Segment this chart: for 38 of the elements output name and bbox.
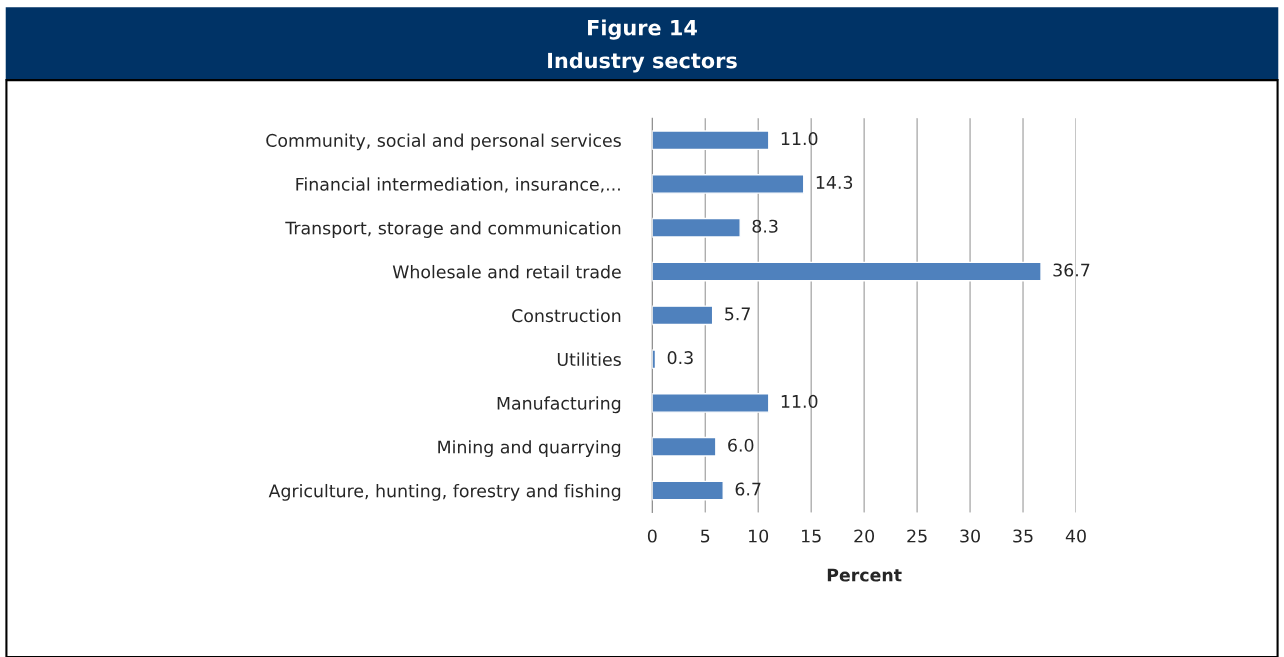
x-tick-label: 30 <box>960 529 980 543</box>
chart-subtitle: Industry sectors <box>548 52 737 73</box>
y-tick-label: Transport, storage and communication <box>285 221 621 238</box>
y-tick-label: Manufacturing <box>497 396 621 414</box>
x-axis-title: Percent <box>827 568 902 582</box>
y-tick-label: Agriculture, hunting, forestry and fishing <box>268 483 621 501</box>
bar <box>652 480 724 501</box>
y-tick-label: Utilities <box>557 352 621 366</box>
bar <box>652 261 1042 282</box>
x-tick-label: 35 <box>1013 529 1033 543</box>
data-label: 8.3 <box>752 219 778 233</box>
data-label: 14.3 <box>816 175 853 189</box>
bar <box>652 436 717 457</box>
x-tick-label: 40 <box>1065 529 1086 543</box>
x-tick-label: 25 <box>907 529 927 543</box>
y-tick-label: Mining and quarrying <box>438 440 621 457</box>
bar <box>652 130 770 151</box>
data-label: 6.7 <box>735 482 761 496</box>
y-tick-label: Construction <box>512 308 621 323</box>
data-label: 6.0 <box>728 438 754 452</box>
x-tick-label: 15 <box>802 529 821 543</box>
data-label: 5.7 <box>725 307 750 321</box>
data-label: 11.0 <box>781 394 818 408</box>
bar <box>652 174 805 194</box>
data-label: 36.7 <box>1053 263 1090 277</box>
data-label: 0.3 <box>667 351 693 365</box>
x-tick-label: 10 <box>749 529 769 543</box>
data-label: 11.0 <box>781 132 818 146</box>
x-tick-label: 0 <box>647 529 657 543</box>
bar <box>652 393 770 413</box>
x-tick-label: 20 <box>854 529 875 543</box>
chart-title: Figure 14 <box>588 19 697 40</box>
y-tick-label: Wholesale and retail trade <box>392 264 621 279</box>
bar <box>652 217 741 238</box>
y-tick-label: Financial intermediation, insurance,... <box>296 177 620 193</box>
y-tick-label: Community, social and personal services <box>266 133 621 151</box>
bar <box>652 305 714 326</box>
x-tick-label: 5 <box>701 529 710 543</box>
